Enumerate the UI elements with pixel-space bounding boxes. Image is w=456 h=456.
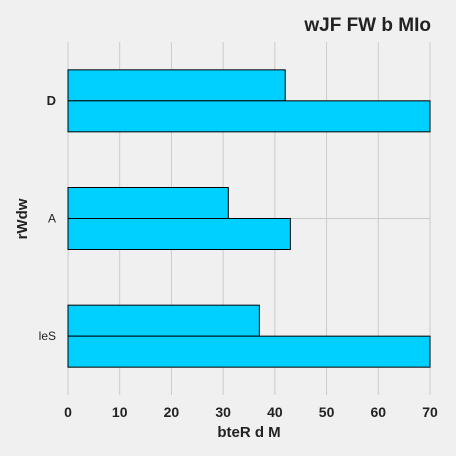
x-tick-label-40: 40 [267,404,283,420]
x-tick-label-70: 70 [422,404,438,420]
y-axis-label: rWdw [14,198,31,239]
chart-title: wJF FW b MIo [303,15,431,36]
bars [67,69,431,368]
bar-D-s0 [67,69,286,102]
bar-leS-s0 [67,304,260,337]
x-tick-label-30: 30 [215,404,231,420]
x-tick-label-20: 20 [164,404,180,420]
x-tick-label-60: 60 [370,404,386,420]
y-tick-label-D: D [47,93,56,108]
x-axis-label: bteR d M [217,424,280,441]
bar-A-s0 [67,187,229,219]
x-tick-label-0: 0 [64,404,72,420]
y-tick-label-A: A [48,212,56,226]
x-tick-label-50: 50 [319,404,335,420]
y-tick-label-leS: leS [39,329,56,343]
x-tick-labels: 0 10 20 30 40 50 60 70 [64,404,438,420]
bar-D-s1 [67,100,431,133]
bar-A-s1 [67,218,291,250]
x-tick-label-10: 10 [112,404,128,420]
bar-leS-s1 [67,335,431,368]
